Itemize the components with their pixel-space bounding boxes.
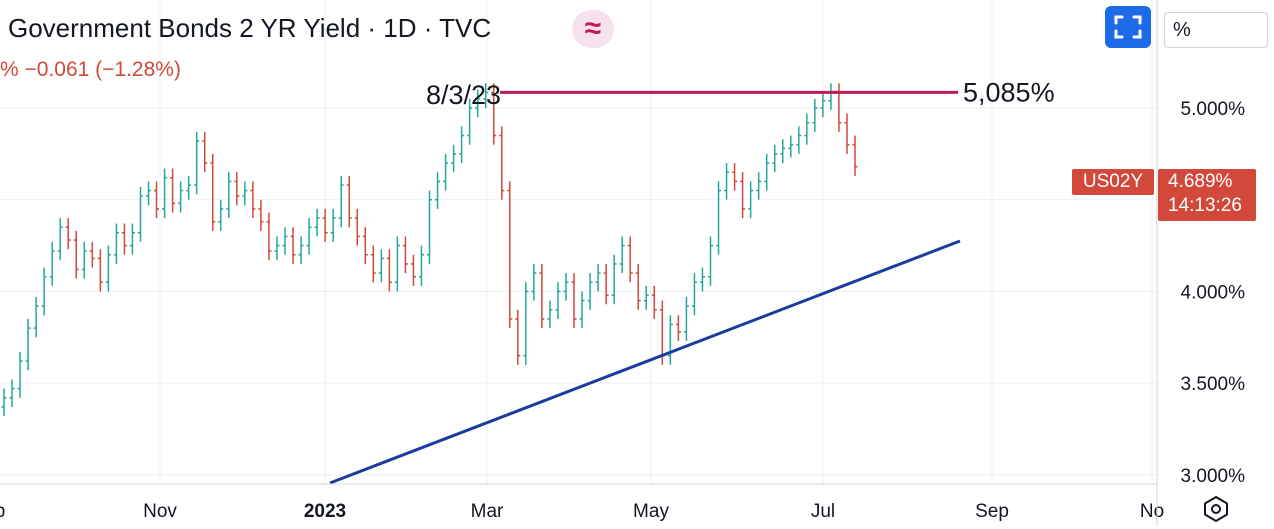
approx-icon[interactable]: ≈: [572, 10, 614, 48]
x-tick-label: Sep: [975, 501, 1009, 522]
x-tick-label: 2023: [304, 501, 346, 522]
x-tick-label: May: [633, 501, 669, 522]
resistance-level-label: 5,085%: [963, 77, 1055, 107]
peak-date-label: 8/3/23: [426, 80, 501, 110]
x-tick-label: No: [1140, 501, 1164, 522]
y-tick-label: 4.000%: [1181, 282, 1246, 303]
settings-icon[interactable]: [1200, 494, 1232, 524]
support-trend-line: [329, 239, 961, 485]
y-tick-label: 3.500%: [1181, 374, 1246, 395]
last-price-tag: 4.689% 14:13:26: [1158, 169, 1256, 221]
symbol-tag: US02Y: [1072, 169, 1154, 195]
price-change: % −0.061 (−1.28%): [0, 58, 181, 81]
chart-grid: [0, 0, 1157, 484]
percent-scale-toggle[interactable]: %: [1164, 12, 1268, 48]
y-tick-label: 5.000%: [1181, 99, 1246, 120]
candle-series: [1, 83, 858, 417]
fullscreen-icon[interactable]: [1105, 6, 1151, 48]
x-tick-label: Mar: [471, 501, 504, 522]
bar-countdown: 14:13:26: [1168, 195, 1242, 216]
last-price: 4.689%: [1168, 171, 1233, 192]
x-tick-label: Nov: [143, 501, 177, 522]
y-tick-label: 3.000%: [1181, 466, 1246, 487]
symbol-title: Government Bonds 2 YR Yield · 1D · TVC: [8, 13, 492, 43]
x-tick-label: Jul: [811, 501, 835, 522]
x-tick-label: p: [0, 501, 5, 522]
drawing-layer: 8/3/23 5,085%: [329, 77, 1055, 485]
